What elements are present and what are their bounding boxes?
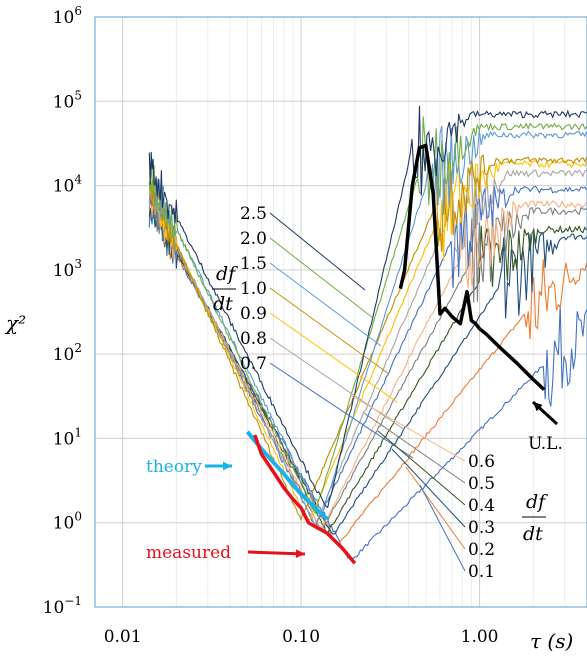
leader-line-0.3 — [391, 448, 466, 528]
plot-frame — [94, 16, 587, 608]
series-label-2.0: 2.0 — [240, 229, 267, 249]
series-line-0.8 — [148, 165, 587, 526]
leader-line-0.1 — [419, 484, 466, 572]
y-tick-label: 10−1 — [43, 594, 82, 618]
theory-arrow-head — [222, 461, 232, 471]
leader-line-0.5 — [363, 412, 466, 484]
leader-line-1.0 — [269, 287, 390, 375]
overlay-lines — [205, 143, 559, 565]
theory-annotation: theory — [146, 457, 202, 477]
series-label-0.9: 0.9 — [240, 304, 267, 324]
x-axis-label: τ (s) — [530, 629, 573, 653]
leader-line-0.8 — [269, 337, 406, 431]
leader-line-0.4 — [377, 430, 466, 506]
leader-line-0.2 — [405, 466, 466, 550]
x-tick-label: 0.01 — [104, 627, 142, 647]
leader-line-0.9 — [269, 312, 398, 403]
measured-annotation: measured — [146, 543, 231, 563]
x-tick-label: 1.00 — [461, 627, 499, 647]
measured-line — [253, 434, 357, 565]
series-line-1.5 — [148, 125, 587, 517]
measured-arrow-head — [295, 549, 305, 559]
theory-line — [245, 430, 329, 521]
legend-title-left: df dt — [212, 263, 238, 315]
series-line-2.0 — [148, 116, 587, 515]
series-label-0.4: 0.4 — [468, 496, 495, 516]
series-labels: 2.5 2.0 1.5 1.0 0.9 0.8 0.7 0.60.50.40.30.20.1 — [240, 204, 495, 582]
measured-arrow — [247, 550, 306, 556]
upper-limit-line — [398, 143, 546, 391]
series-label-0.2: 0.2 — [468, 540, 495, 560]
y-tick-label: 106 — [53, 4, 82, 28]
x-tick-label: 0.10 — [282, 627, 320, 647]
leader-line-0.6 — [349, 394, 466, 462]
y-tick-label: 102 — [53, 341, 82, 365]
y-tick-label: 100 — [53, 510, 82, 534]
y-tick-label: 104 — [53, 173, 83, 197]
series-label-0.7: 0.7 — [240, 354, 267, 374]
series-label-1.0: 1.0 — [240, 279, 267, 299]
axis-ticks: 0.01 0.10 1.00 10−1 100 101 102 103 104 105 106 — [43, 4, 499, 647]
legend-title-right: df dt — [522, 491, 548, 545]
legend-title-right-num: df — [526, 491, 548, 513]
leader-line-2.5 — [269, 212, 366, 291]
legend-title-right-den: dt — [523, 523, 543, 545]
upper-limit-arrow-head — [533, 402, 543, 412]
leader-line-1.5 — [269, 262, 382, 347]
upper-limit-annotation: U.L. — [528, 434, 563, 454]
series-line-2.5 — [148, 105, 587, 509]
series-label-0.1: 0.1 — [468, 562, 495, 582]
series-label-1.5: 1.5 — [240, 254, 267, 274]
series-label-0.3: 0.3 — [468, 518, 495, 538]
y-tick-label: 101 — [53, 425, 82, 449]
y-axis-label: χ² — [4, 311, 26, 335]
legend-title-left-den: dt — [213, 293, 233, 315]
y-tick-label: 103 — [53, 257, 82, 281]
series-label-0.8: 0.8 — [240, 329, 267, 349]
y-tick-label: 105 — [53, 88, 82, 112]
leader-line-2.0 — [269, 237, 374, 319]
leader-lines — [269, 212, 466, 572]
series-label-0.5: 0.5 — [468, 474, 495, 494]
legend-title-left-num: df — [216, 263, 238, 285]
series-label-2.5: 2.5 — [240, 204, 267, 224]
series-label-0.6: 0.6 — [468, 452, 495, 472]
leader-line-0.7 — [269, 362, 414, 459]
